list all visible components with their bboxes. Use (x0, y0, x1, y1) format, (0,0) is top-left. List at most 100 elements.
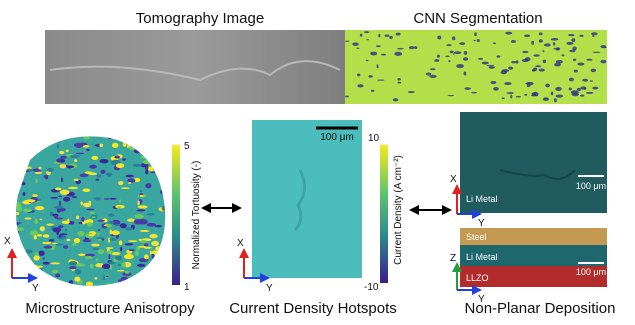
texture (86, 282, 93, 287)
texture (153, 166, 156, 171)
texture (18, 254, 23, 258)
texture (397, 78, 400, 81)
texture (82, 239, 91, 242)
texture (115, 256, 122, 261)
texture (55, 187, 61, 190)
texture (345, 96, 349, 98)
texture (574, 70, 578, 73)
texture (90, 264, 93, 269)
texture (600, 45, 606, 47)
texture (151, 241, 159, 246)
texture (139, 274, 148, 277)
texture (396, 33, 401, 36)
texture (29, 137, 38, 139)
texture (161, 247, 168, 249)
texture (164, 167, 171, 171)
texture (52, 138, 61, 142)
texture (106, 224, 112, 227)
texture (115, 224, 120, 226)
texture (33, 265, 38, 270)
layer-label: LLZO (466, 273, 489, 283)
texture (133, 164, 142, 167)
texture (364, 31, 370, 33)
texture (17, 206, 23, 211)
texture (434, 59, 439, 62)
texture (447, 95, 454, 96)
texture (124, 254, 134, 259)
texture (46, 293, 55, 297)
texture (554, 98, 557, 102)
layer-label: Li Metal (466, 252, 498, 262)
texture (59, 201, 61, 206)
texture (135, 214, 144, 218)
texture (508, 67, 513, 70)
texture (535, 65, 541, 67)
texture (586, 59, 592, 61)
texture (74, 238, 80, 243)
texture (162, 206, 166, 211)
texture (569, 50, 575, 53)
texture (539, 32, 543, 35)
texture (108, 137, 113, 139)
texture (60, 164, 67, 168)
texture (144, 243, 148, 246)
texture (124, 293, 127, 297)
texture (102, 264, 110, 269)
texture (44, 246, 53, 249)
texture (437, 36, 441, 40)
texture (114, 293, 118, 295)
layer-label: Li Metal (466, 194, 498, 204)
texture (23, 192, 26, 196)
texture (91, 156, 98, 160)
texture (143, 160, 150, 164)
texture (502, 97, 505, 99)
texture (566, 42, 573, 45)
texture (366, 60, 369, 61)
texture (32, 194, 38, 197)
texture (146, 153, 152, 158)
texture (147, 223, 156, 227)
texture (129, 143, 136, 146)
texture (150, 286, 155, 290)
texture (106, 247, 114, 249)
texture (93, 247, 99, 250)
texture (120, 223, 127, 228)
texture (28, 265, 31, 270)
texture (141, 144, 145, 148)
scale-label: 100 μm (576, 267, 606, 277)
texture (66, 239, 70, 242)
texture (408, 91, 415, 93)
texture (123, 130, 128, 135)
texture (90, 212, 95, 214)
texture (17, 174, 23, 178)
texture (456, 64, 464, 68)
texture (50, 262, 60, 264)
texture (486, 65, 494, 66)
texture (87, 286, 95, 291)
texture (161, 292, 164, 296)
texture (164, 186, 167, 190)
texture (522, 51, 528, 53)
texture (15, 145, 18, 147)
texture (55, 217, 63, 219)
texture (505, 32, 512, 35)
texture (139, 283, 142, 287)
texture (160, 190, 163, 194)
texture (21, 254, 28, 256)
texture (88, 201, 90, 205)
texture (118, 181, 123, 185)
texture (99, 144, 103, 147)
texture (139, 280, 141, 285)
texture (562, 54, 565, 56)
texture (143, 154, 151, 157)
texture (63, 197, 70, 202)
texture (555, 87, 562, 91)
texture (23, 294, 31, 298)
texture (162, 145, 164, 148)
texture (543, 98, 549, 101)
texture (9, 289, 17, 293)
texture (381, 54, 386, 56)
texture (59, 151, 64, 155)
texture (160, 155, 166, 159)
texture (489, 66, 496, 68)
